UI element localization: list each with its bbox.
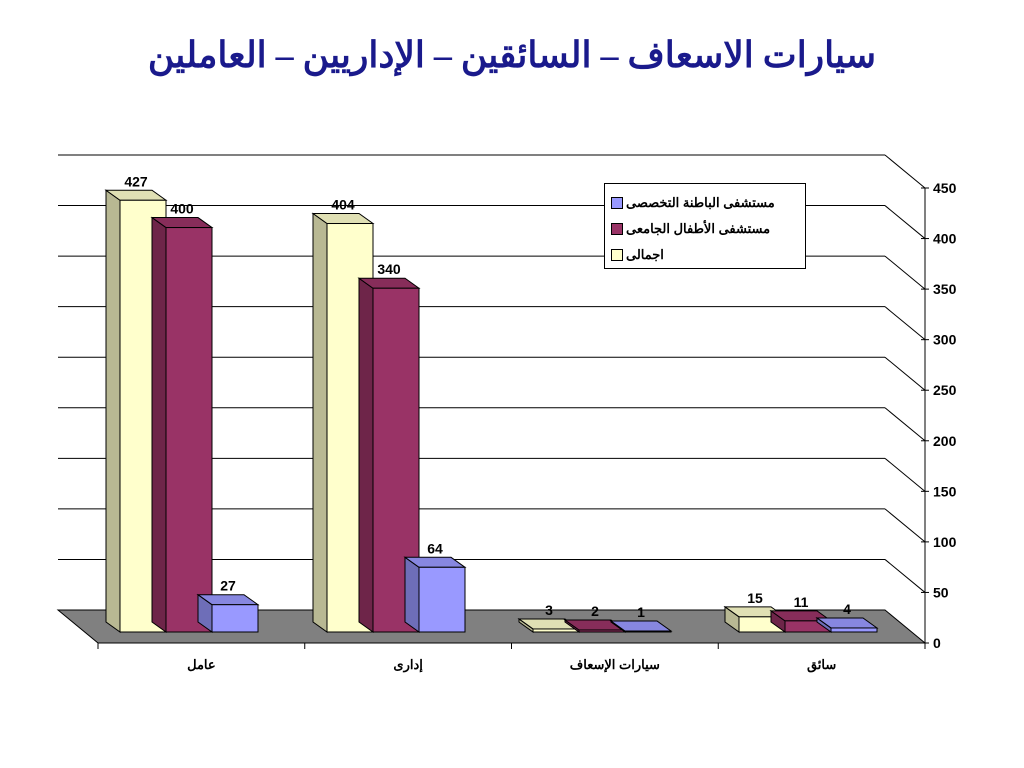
bar bbox=[624, 630, 672, 633]
data-label: 3 bbox=[545, 602, 553, 618]
x-category-label: سيارات الإسعاف bbox=[570, 657, 660, 673]
gridline bbox=[884, 306, 926, 341]
data-label: 27 bbox=[220, 578, 236, 594]
legend-item: مستشفى الباطنة التخصصى bbox=[611, 190, 797, 216]
bar bbox=[165, 227, 213, 633]
data-label: 15 bbox=[747, 590, 763, 606]
bar bbox=[578, 629, 626, 633]
legend-item: مستشفى الأطفال الجامعى bbox=[611, 216, 797, 242]
y-tick-label: 300 bbox=[933, 332, 957, 348]
y-tick-label: 100 bbox=[933, 534, 957, 550]
legend-swatch bbox=[611, 249, 623, 261]
y-tick-label: 400 bbox=[933, 231, 957, 247]
gridline bbox=[884, 508, 926, 543]
legend-swatch bbox=[611, 223, 623, 235]
data-label: 400 bbox=[170, 201, 194, 217]
x-category-label: عامل bbox=[187, 657, 216, 672]
bar-side bbox=[151, 216, 167, 633]
bar bbox=[830, 627, 878, 633]
y-tick-label: 0 bbox=[933, 635, 941, 651]
y-tick-label: 250 bbox=[933, 382, 957, 398]
bar bbox=[211, 604, 259, 633]
gridline bbox=[884, 457, 926, 492]
x-category-label: إدارى bbox=[393, 657, 423, 673]
data-label: 64 bbox=[427, 540, 443, 556]
y-tick-label: 150 bbox=[933, 483, 957, 499]
bar-side bbox=[358, 277, 374, 633]
bar-side bbox=[312, 212, 328, 633]
y-tick-label: 450 bbox=[933, 180, 957, 196]
data-label: 404 bbox=[331, 197, 355, 213]
data-label: 2 bbox=[591, 603, 599, 619]
gridline bbox=[884, 559, 926, 593]
legend-swatch bbox=[611, 197, 623, 209]
y-tick-label: 200 bbox=[933, 433, 957, 449]
legend-label: اجمالى bbox=[626, 247, 664, 262]
data-label: 4 bbox=[843, 601, 851, 617]
data-label: 340 bbox=[377, 261, 401, 277]
bar bbox=[532, 628, 580, 633]
bar-side bbox=[404, 556, 420, 633]
bar bbox=[418, 566, 466, 633]
legend-label: مستشفى الأطفال الجامعى bbox=[626, 221, 771, 236]
data-label: 1 bbox=[637, 604, 645, 620]
data-label: 427 bbox=[124, 173, 148, 189]
legend-label: مستشفى الباطنة التخصصى bbox=[626, 195, 775, 210]
x-category-label: سائق bbox=[807, 657, 836, 673]
bar-side bbox=[105, 189, 121, 633]
data-label: 11 bbox=[794, 594, 809, 610]
gridline bbox=[884, 255, 926, 290]
chart-title: سيارات الاسعاف – السائقين – الإداريين – … bbox=[147, 35, 877, 75]
y-tick-label: 50 bbox=[933, 584, 949, 600]
gridline bbox=[884, 356, 926, 391]
gridline bbox=[884, 205, 926, 239]
y-tick-label: 350 bbox=[933, 281, 957, 297]
legend-item: اجمالى bbox=[611, 242, 797, 268]
gridline bbox=[884, 407, 926, 442]
chart-legend: مستشفى الباطنة التخصصى مستشفى الأطفال ال… bbox=[604, 183, 806, 269]
gridline bbox=[884, 154, 926, 189]
